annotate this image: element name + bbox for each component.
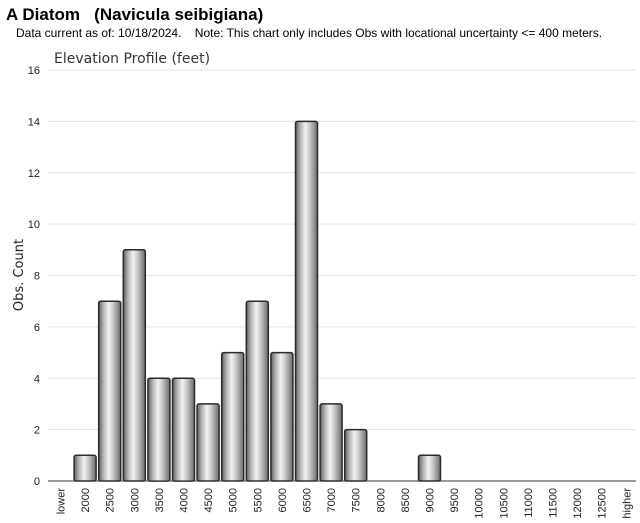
x-tick-label: 6500 bbox=[302, 488, 314, 512]
y-tick-label: 12 bbox=[28, 168, 40, 180]
bar-5000 bbox=[220, 351, 245, 482]
x-tick-label: 8000 bbox=[375, 488, 387, 512]
bar-2000 bbox=[73, 454, 97, 482]
bar-4000 bbox=[171, 377, 196, 482]
x-tick-label: 2000 bbox=[80, 488, 92, 512]
x-tick-label: higher bbox=[621, 488, 633, 519]
bar-3000 bbox=[122, 249, 147, 482]
x-tick-label: 6000 bbox=[277, 488, 289, 512]
x-tick-label: 10500 bbox=[498, 488, 510, 519]
bar-9000 bbox=[417, 454, 442, 482]
bars bbox=[73, 120, 442, 482]
bar-3500 bbox=[147, 377, 171, 482]
x-tick-label: lower bbox=[56, 488, 68, 515]
x-tick-label: 10000 bbox=[474, 488, 486, 519]
bar-7500 bbox=[343, 428, 368, 482]
y-axis-label: Obs. Count bbox=[12, 239, 27, 311]
bar-4500 bbox=[196, 403, 220, 482]
x-tick-label: 9500 bbox=[449, 488, 461, 512]
y-tick-label: 14 bbox=[28, 116, 40, 128]
x-tick-label: 5000 bbox=[228, 488, 240, 512]
y-axis-ticks: 0 2 4 6 8 10 12 14 16 bbox=[28, 65, 40, 488]
data-note: Data current as of: 10/18/2024. Note: Th… bbox=[16, 26, 603, 40]
x-tick-label: 7500 bbox=[351, 488, 363, 512]
y-tick-label: 16 bbox=[28, 65, 40, 77]
bar-7000 bbox=[319, 403, 343, 482]
chart-title: Elevation Profile (feet) bbox=[54, 51, 210, 67]
x-tick-label: 4000 bbox=[179, 488, 191, 512]
y-tick-label: 0 bbox=[34, 476, 40, 488]
x-tick-label: 12500 bbox=[597, 488, 609, 519]
x-axis-ticks: lower 2000 2500 3000 3500 4000 4500 5000 5500 600… bbox=[56, 488, 634, 519]
bar-6500 bbox=[294, 120, 319, 482]
y-tick-label: 10 bbox=[28, 219, 40, 231]
bar-2500 bbox=[97, 300, 122, 482]
x-tick-label: 2500 bbox=[105, 488, 117, 512]
x-tick-label: 4500 bbox=[203, 488, 215, 512]
x-tick-label: 9000 bbox=[425, 488, 437, 512]
x-tick-label: 11500 bbox=[548, 488, 560, 518]
bar-6000 bbox=[270, 351, 294, 482]
page-title: A Diatom (Navicula seibigiana) bbox=[6, 5, 264, 24]
x-tick-label: 7000 bbox=[326, 488, 338, 512]
x-tick-label: 12000 bbox=[572, 488, 584, 519]
bar-5500 bbox=[245, 300, 270, 482]
x-tick-label: 3000 bbox=[129, 488, 141, 512]
y-tick-label: 6 bbox=[34, 322, 40, 334]
y-tick-label: 2 bbox=[34, 425, 40, 437]
x-tick-label: 3500 bbox=[154, 488, 166, 512]
y-tick-label: 4 bbox=[34, 373, 40, 385]
x-tick-label: 8500 bbox=[400, 488, 412, 512]
y-tick-label: 8 bbox=[34, 271, 40, 283]
x-tick-label: 5500 bbox=[252, 488, 264, 512]
x-tick-label: 11000 bbox=[523, 488, 535, 518]
